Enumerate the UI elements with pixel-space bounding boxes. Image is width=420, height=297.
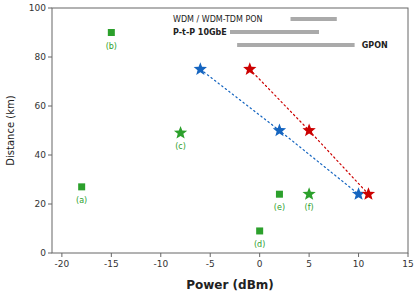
- annotation-bar: [230, 30, 319, 34]
- y-tick: [48, 106, 52, 107]
- x-tick: [61, 253, 62, 257]
- star-marker: [273, 124, 286, 137]
- x-tick: [210, 253, 211, 257]
- chart: -20 -15 -10 -5 0 5 10 15 0 20 40 60 80 100 Power (dBm)…: [0, 0, 420, 297]
- marks: [78, 29, 375, 234]
- annotation: WDM / WDM-TDM PON: [173, 15, 262, 24]
- star-marker: [194, 62, 207, 75]
- x-tick-label: -20: [55, 259, 70, 269]
- y-tick: [48, 155, 52, 156]
- square-marker: [108, 29, 115, 36]
- point-label: (e): [274, 203, 285, 212]
- x-tick: [309, 253, 310, 257]
- square-marker: [78, 183, 85, 190]
- y-tick-label: 60: [35, 101, 47, 111]
- x-tick: [259, 253, 260, 257]
- y-axis-label: Distance (km): [5, 95, 16, 165]
- annotation-bar: [291, 17, 337, 21]
- star-marker: [362, 187, 375, 200]
- y-tick: [48, 204, 52, 205]
- y-tick: [48, 253, 52, 254]
- y-tick-label: 0: [40, 248, 46, 258]
- x-tick-label: 10: [353, 259, 365, 269]
- star-marker: [174, 126, 187, 139]
- x-tick: [111, 253, 112, 257]
- annotation: GPON: [362, 41, 388, 50]
- x-axis-label: Power (dBm): [186, 278, 274, 292]
- star-marker: [243, 62, 256, 75]
- y-tick-label: 80: [35, 52, 47, 62]
- x-tick-label: -10: [153, 259, 168, 269]
- plot-frame: [52, 8, 408, 253]
- y-tick-label: 40: [35, 150, 47, 160]
- annotation-bar: [237, 43, 354, 47]
- star-marker: [352, 187, 365, 200]
- x-tick-label: -5: [206, 259, 215, 269]
- x-tick: [408, 253, 409, 257]
- x-tick-label: -15: [104, 259, 119, 269]
- star-marker: [302, 187, 315, 200]
- point-label: (c): [175, 142, 186, 151]
- point-label: (f): [305, 203, 314, 212]
- x-tick-label: 15: [402, 259, 413, 269]
- square-marker: [276, 191, 283, 198]
- y-tick: [48, 57, 52, 58]
- x-tick-label: 5: [306, 259, 312, 269]
- point-label: (d): [254, 240, 265, 249]
- star-marker: [302, 124, 315, 137]
- square-marker: [256, 227, 263, 234]
- point-label: (a): [76, 196, 87, 205]
- point-label: (b): [106, 42, 117, 51]
- x-tick-label: 0: [257, 259, 263, 269]
- annotation: P-t-P 10GbE: [173, 28, 227, 37]
- y-tick: [48, 8, 52, 9]
- y-tick-label: 20: [35, 199, 47, 209]
- y-tick-label: 100: [29, 3, 46, 13]
- x-tick: [358, 253, 359, 257]
- x-tick: [160, 253, 161, 257]
- series-line: [250, 69, 369, 194]
- series-line: [200, 69, 358, 194]
